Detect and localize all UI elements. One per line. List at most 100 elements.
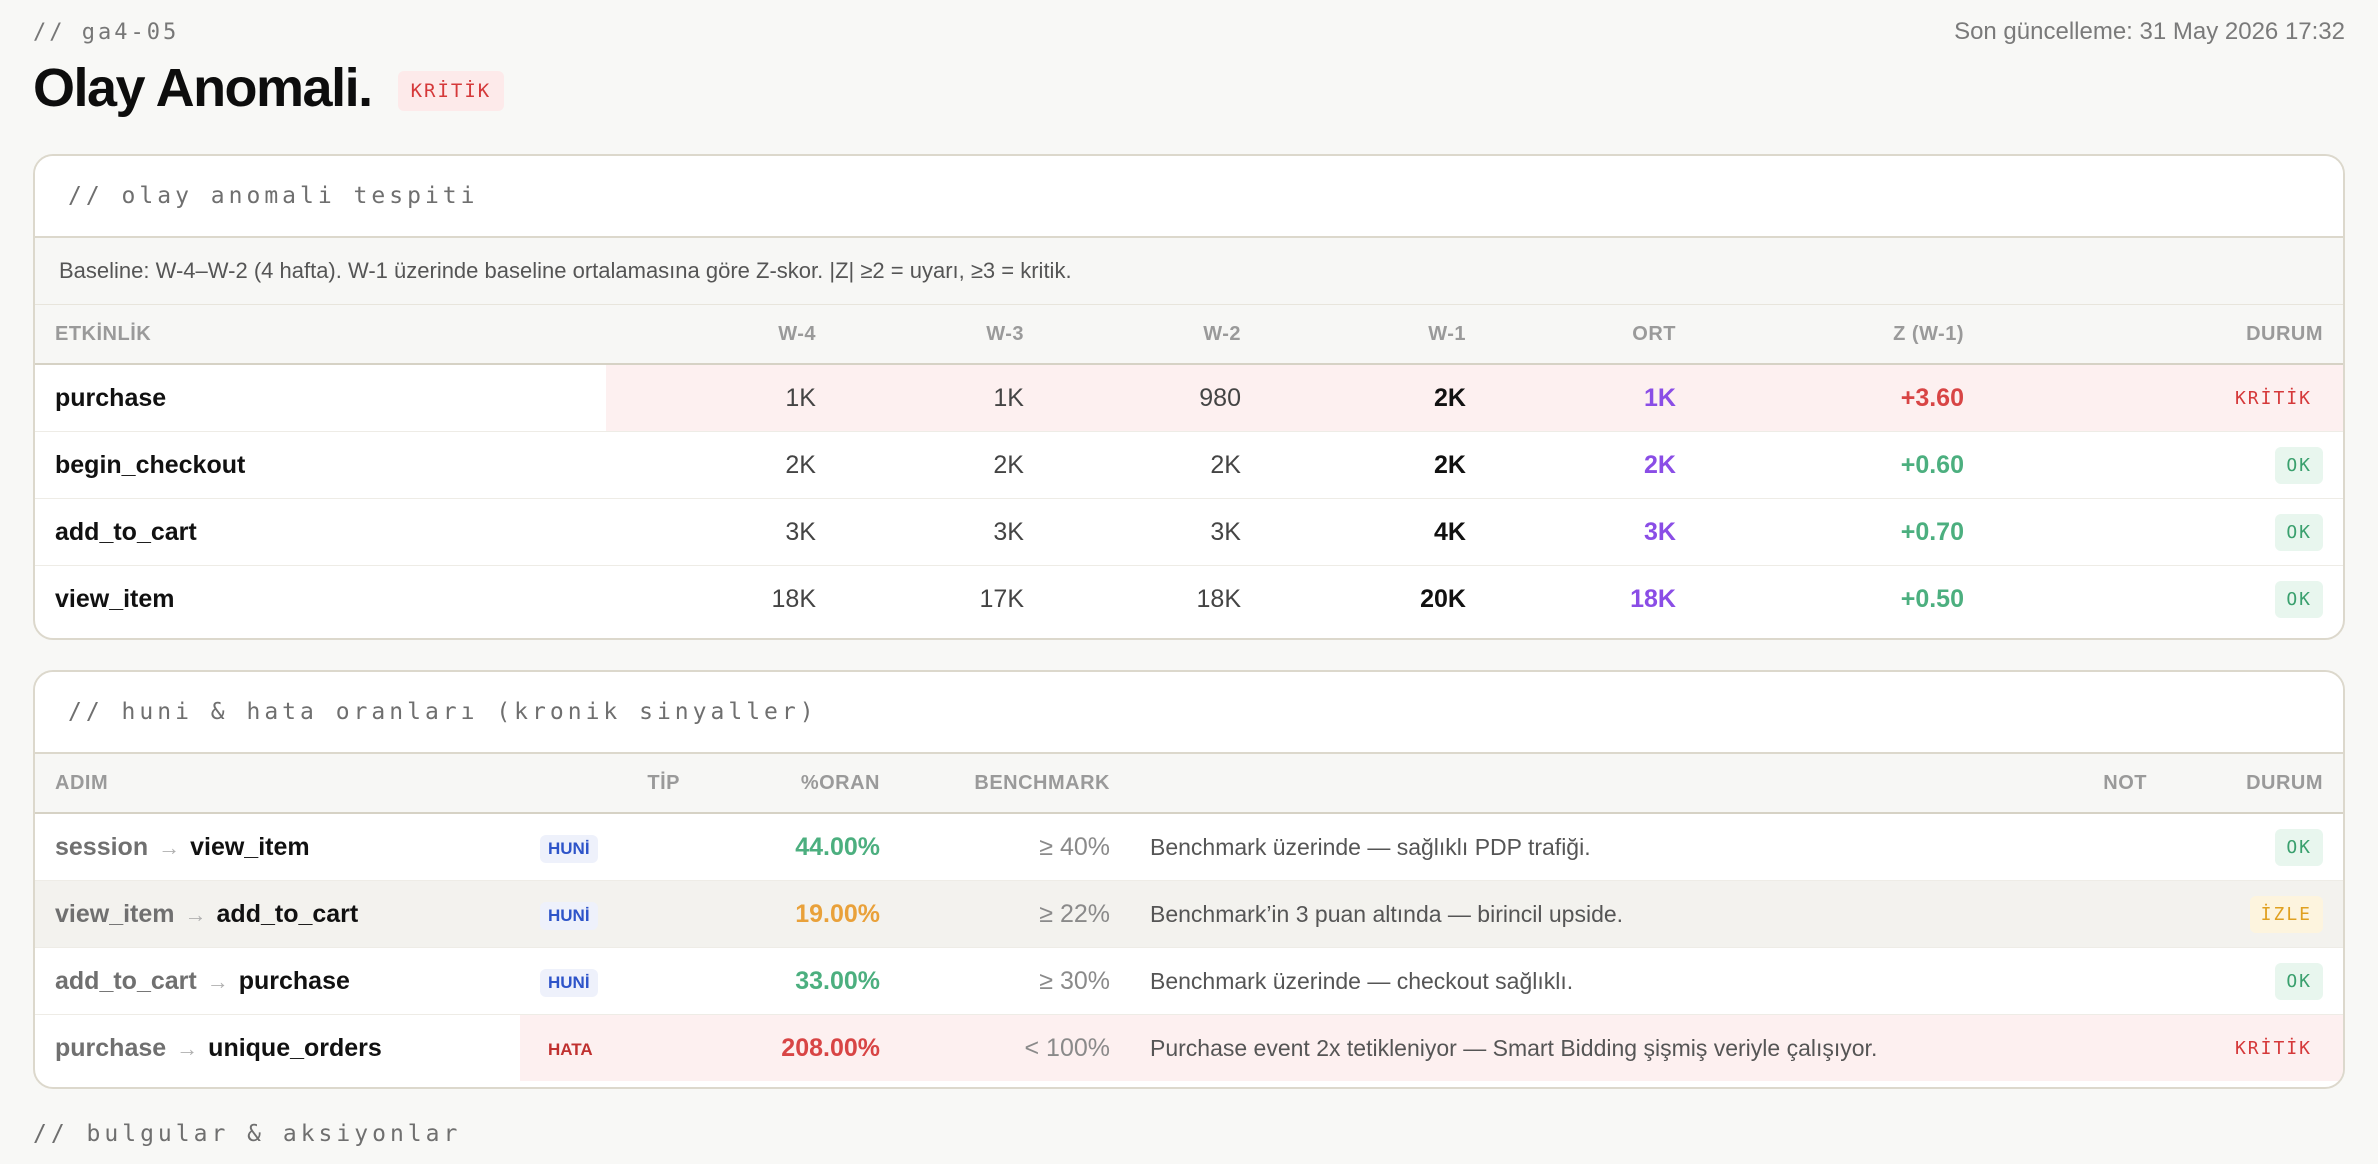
- status-cell: OK: [1984, 431, 2343, 499]
- z-score: +3.60: [1696, 364, 1984, 432]
- table-row[interactable]: add_to_cart → purchase HUNİ 33.00% ≥ 30% B…: [35, 947, 2343, 1015]
- status-badge: OK: [2275, 446, 2323, 484]
- col-z[interactable]: Z (W-1): [1696, 305, 1984, 365]
- w4-value: 18K: [771, 584, 816, 613]
- table-row[interactable]: purchase → unique_orders HATA 208.00% < 10…: [35, 1014, 2343, 1082]
- table-row[interactable]: view_item 18K 17K 18K 20K 18K +0.50 OK: [35, 566, 2343, 633]
- status-cell: OK: [1984, 498, 2343, 566]
- type-cell: HUNİ: [520, 813, 700, 881]
- page-title: Olay Anomali.: [33, 58, 373, 118]
- top-bar: // ga4-05 Son güncelleme: 31 May 2026 17…: [33, 16, 2345, 46]
- breadcrumb: // ga4-05: [33, 20, 180, 45]
- baseline-note: Baseline: W-4–W-2 (4 hafta). W-1 üzerind…: [35, 238, 2343, 305]
- col-w4[interactable]: W-4: [606, 305, 836, 365]
- arrow-right-icon: →: [176, 1035, 199, 1061]
- step-to: purchase: [238, 966, 350, 995]
- col-w2[interactable]: W-2: [1044, 305, 1261, 365]
- note-text: Purchase event 2x tetikleniyor — Smart B…: [1130, 1014, 2167, 1081]
- anomaly-table: ETKİNLİK W-4 W-3 W-2 W-1 ORT Z (W-1) DUR…: [35, 305, 2343, 632]
- w3-value: 2K: [836, 431, 1044, 499]
- benchmark-value: < 100%: [900, 1014, 1130, 1081]
- arrow-right-icon: →: [158, 834, 181, 860]
- event-name: purchase: [35, 364, 606, 432]
- rate-value: 19.00%: [700, 880, 900, 948]
- table-row[interactable]: purchase 1K 1K 980 2K 1K +3.60 KRİTİK: [35, 364, 2343, 432]
- col-status[interactable]: DURUM: [2167, 754, 2343, 814]
- w3-value: 1K: [836, 364, 1044, 432]
- w1-value: 2K: [1261, 364, 1486, 432]
- step-to: view_item: [190, 832, 310, 861]
- anomaly-header-row: ETKİNLİK W-4 W-3 W-2 W-1 ORT Z (W-1) DUR…: [35, 305, 2343, 365]
- funnel-card: // huni & hata oranları (kronik sinyalle…: [33, 670, 2345, 1089]
- findings-section-title: // bulgular & aksiyonlar: [33, 1121, 462, 1147]
- status-cell: İZLE: [2167, 880, 2343, 948]
- col-w3[interactable]: W-3: [836, 305, 1044, 365]
- type-tag: HUNİ: [540, 834, 598, 863]
- table-row[interactable]: session → view_item HUNİ 44.00% ≥ 40% Benc…: [35, 813, 2343, 881]
- title-row: Olay Anomali. KRİTİK: [33, 52, 505, 124]
- status-cell: OK: [2167, 947, 2343, 1015]
- type-cell: HATA: [520, 1014, 700, 1081]
- anomaly-card: // olay anomali tespiti Baseline: W-4–W-…: [33, 154, 2345, 640]
- status-badge: OK: [2275, 962, 2323, 1000]
- note-text: Benchmark üzerinde — sağlıklı PDP trafiğ…: [1130, 813, 2167, 881]
- rate-value: 33.00%: [700, 947, 900, 1015]
- z-score: +0.50: [1900, 584, 1964, 613]
- col-w1[interactable]: W-1: [1261, 305, 1486, 365]
- step-cell: purchase → unique_orders: [35, 1015, 520, 1082]
- w4-value: 1K: [606, 364, 836, 432]
- table-row[interactable]: view_item → add_to_cart HUNİ 19.00% ≥ 22% …: [35, 880, 2343, 948]
- w3-value: 3K: [836, 498, 1044, 566]
- critical-badge: KRİTİK: [397, 71, 505, 111]
- step-cell: view_item → add_to_cart: [35, 880, 520, 948]
- anomaly-section-title: // olay anomali tespiti: [35, 156, 2343, 238]
- w1-value: 2K: [1261, 431, 1486, 499]
- event-name: add_to_cart: [35, 498, 606, 566]
- w2-value: 980: [1044, 364, 1261, 432]
- benchmark-value: ≥ 22%: [900, 880, 1130, 948]
- type-tag: HUNİ: [540, 968, 598, 997]
- event-name: view_item: [55, 584, 175, 613]
- step-cell: add_to_cart → purchase: [35, 947, 520, 1015]
- funnel-header-row: ADIM TİP %ORAN BENCHMARK NOT DURUM: [35, 754, 2343, 814]
- col-note[interactable]: NOT: [1130, 754, 2167, 814]
- col-benchmark[interactable]: BENCHMARK: [900, 754, 1130, 814]
- col-type[interactable]: TİP: [520, 754, 700, 814]
- step-from: add_to_cart: [55, 966, 197, 995]
- w4-value: 3K: [606, 498, 836, 566]
- z-score: +0.70: [1696, 498, 1984, 566]
- col-step[interactable]: ADIM: [35, 754, 520, 814]
- table-row[interactable]: add_to_cart 3K 3K 3K 4K 3K +0.70 OK: [35, 498, 2343, 566]
- arrow-right-icon: →: [206, 968, 229, 994]
- type-cell: HUNİ: [520, 880, 700, 948]
- avg-value: 3K: [1486, 498, 1696, 566]
- status-cell: OK: [1984, 566, 2343, 633]
- avg-value: 1K: [1486, 364, 1696, 432]
- w4-value: 2K: [606, 431, 836, 499]
- funnel-section-title: // huni & hata oranları (kronik sinyalle…: [35, 672, 2343, 754]
- col-avg[interactable]: ORT: [1486, 305, 1696, 365]
- col-status[interactable]: DURUM: [1984, 305, 2343, 365]
- step-from: purchase: [55, 1033, 167, 1062]
- status-badge: OK: [2275, 828, 2323, 866]
- type-cell: HUNİ: [520, 947, 700, 1015]
- w1-value: 20K: [1420, 584, 1466, 613]
- step-from: view_item: [55, 899, 175, 928]
- benchmark-value: ≥ 30%: [900, 947, 1130, 1015]
- avg-value: 18K: [1630, 584, 1676, 613]
- table-row[interactable]: begin_checkout 2K 2K 2K 2K 2K +0.60 OK: [35, 431, 2343, 499]
- col-event[interactable]: ETKİNLİK: [35, 305, 606, 365]
- w3-value: 17K: [979, 584, 1024, 613]
- avg-value: 2K: [1486, 431, 1696, 499]
- status-badge: OK: [2275, 580, 2323, 618]
- last-updated: Son güncelleme: 31 May 2026 17:32: [1954, 18, 2345, 45]
- note-text: Benchmark üzerinde — checkout sağlıklı.: [1130, 947, 2167, 1015]
- rate-value: 44.00%: [700, 813, 900, 881]
- type-tag: HATA: [548, 1039, 593, 1059]
- step-from: session: [55, 832, 149, 861]
- w2-value: 3K: [1044, 498, 1261, 566]
- step-cell: session → view_item: [35, 813, 520, 881]
- funnel-table: ADIM TİP %ORAN BENCHMARK NOT DURUM sessi…: [35, 754, 2343, 1081]
- col-rate[interactable]: %ORAN: [700, 754, 900, 814]
- step-to: add_to_cart: [216, 899, 359, 928]
